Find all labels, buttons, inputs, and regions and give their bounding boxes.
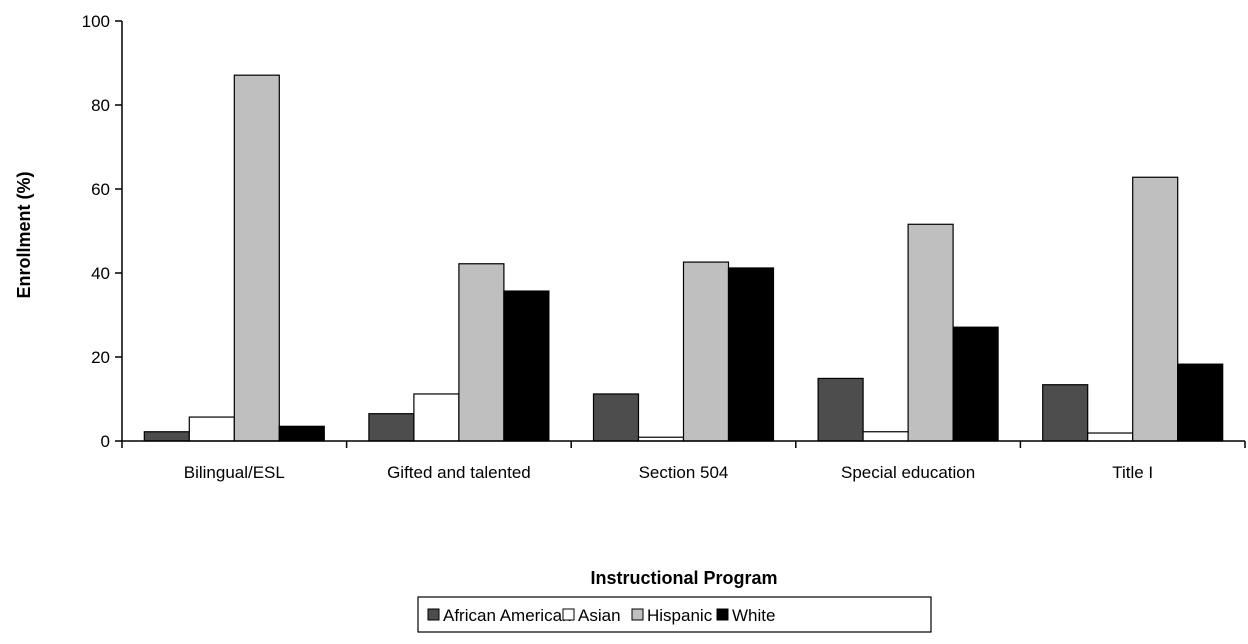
legend-swatch xyxy=(562,608,575,621)
bars-group xyxy=(143,74,1224,442)
bar xyxy=(233,74,280,442)
bar xyxy=(143,431,190,442)
bar xyxy=(188,416,235,442)
category-label: Section 504 xyxy=(639,463,729,482)
y-tick-label: 0 xyxy=(101,432,110,451)
y-tick-label: 20 xyxy=(91,348,110,367)
x-axis-title: Instructional Program xyxy=(590,568,777,588)
bar xyxy=(503,290,550,442)
bar xyxy=(592,393,640,442)
x-ticks-group: Bilingual/ESL Gifted and talented Section … xyxy=(121,441,1246,482)
legend-box xyxy=(417,596,932,633)
bar xyxy=(907,223,954,442)
bar xyxy=(952,326,999,442)
legend-swatch xyxy=(716,608,729,621)
y-tick-label: 80 xyxy=(91,96,110,115)
y-tick-label: 60 xyxy=(91,180,110,199)
bar xyxy=(862,431,909,442)
bar xyxy=(1042,384,1089,442)
bar xyxy=(1087,432,1134,442)
legend-label: Asian xyxy=(578,606,621,625)
bar xyxy=(368,413,415,442)
category-label: Gifted and talented xyxy=(387,463,531,482)
bar xyxy=(682,261,730,442)
bar xyxy=(458,263,505,442)
y-tick-label: 100 xyxy=(82,12,110,31)
bar xyxy=(817,377,864,442)
bar xyxy=(727,267,775,442)
y-ticks-group: 0 20 40 60 80 100 xyxy=(82,12,122,451)
legend-label: African American xyxy=(443,606,572,625)
legend-swatch xyxy=(427,608,440,621)
bar xyxy=(278,425,325,442)
bar xyxy=(1177,363,1224,442)
y-axis-title: Enrollment (%) xyxy=(14,171,34,298)
category-label: Special education xyxy=(841,463,975,482)
legend-label: Hispanic xyxy=(647,606,713,625)
legend: African American Asian Hispanic White xyxy=(417,596,932,633)
category-label: Title I xyxy=(1112,463,1153,482)
legend-label: White xyxy=(732,606,775,625)
bar xyxy=(1132,176,1179,442)
bar xyxy=(413,393,460,442)
category-label: Bilingual/ESL xyxy=(184,463,285,482)
y-tick-label: 40 xyxy=(91,264,110,283)
legend-swatch xyxy=(631,608,644,621)
